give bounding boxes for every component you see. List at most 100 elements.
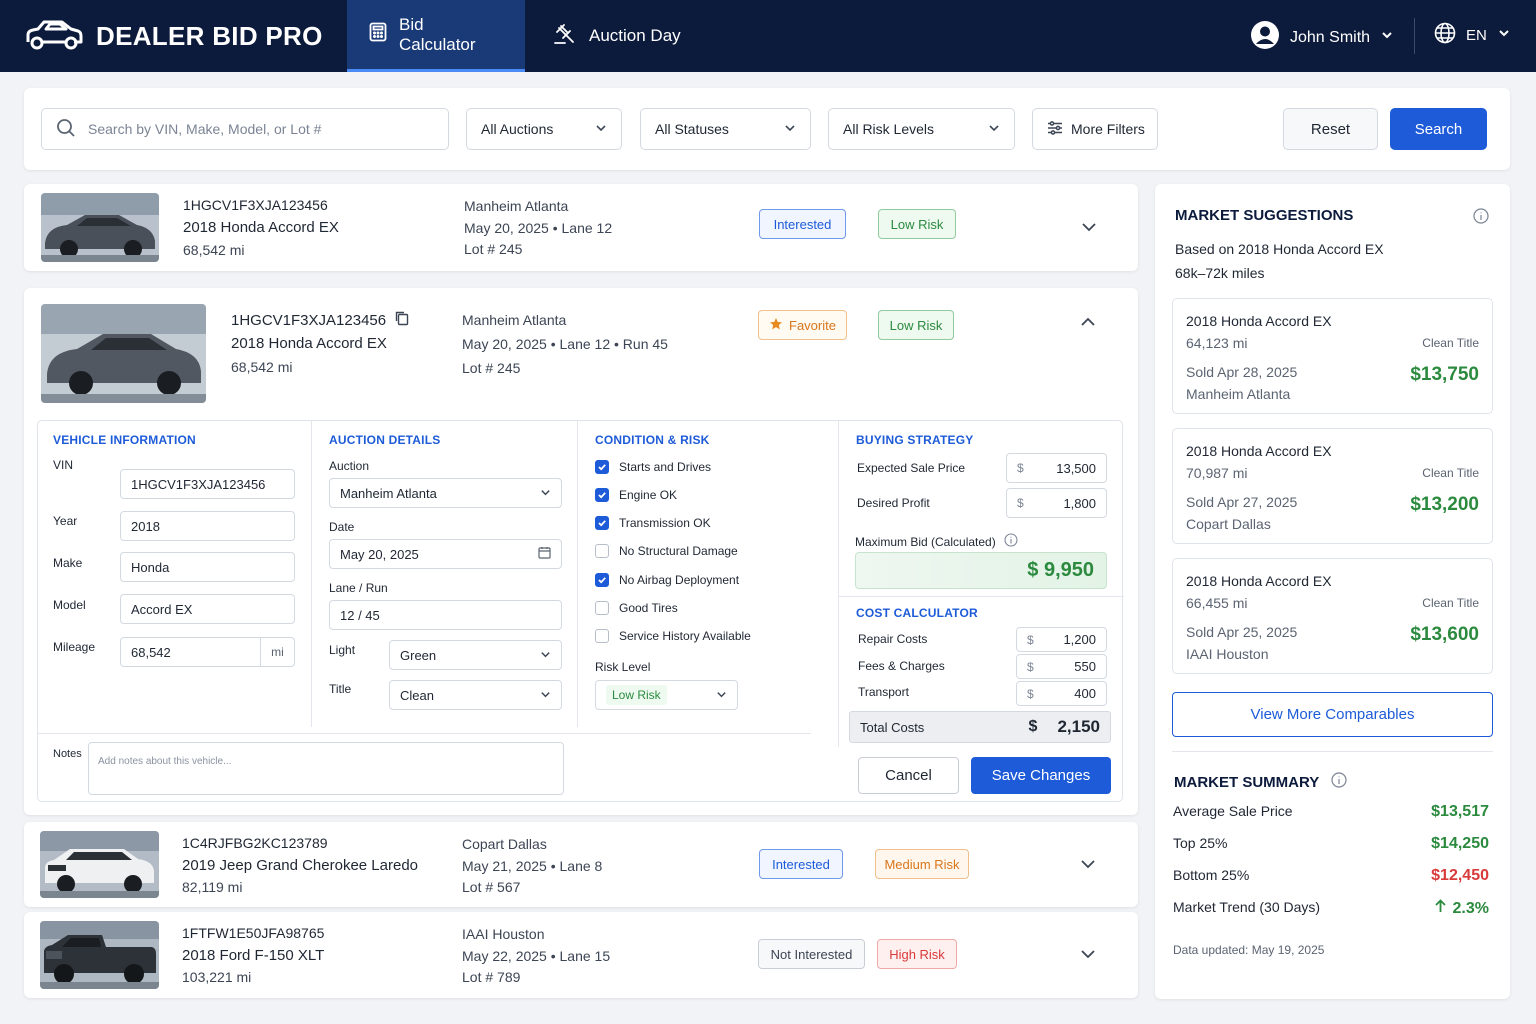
search-button[interactable]: Search: [1390, 108, 1487, 150]
globe-icon: [1434, 22, 1456, 48]
notes-textarea[interactable]: Add notes about this vehicle...: [88, 742, 564, 795]
more-filters-button[interactable]: More Filters: [1032, 108, 1158, 150]
vehicle-mileage: 68,542 mi: [231, 359, 293, 375]
currency-symbol: $: [1028, 718, 1038, 735]
checkbox-checked[interactable]: [595, 516, 609, 530]
comparable-location: Manheim Atlanta: [1186, 386, 1291, 402]
vin-field[interactable]: 1HGCV1F3XJA123456: [120, 469, 295, 499]
checkbox-unchecked[interactable]: [595, 544, 609, 558]
copy-icon[interactable]: [394, 310, 410, 330]
checkbox-label: Transmission OK: [619, 516, 711, 530]
summary-label: Bottom 25%: [1173, 867, 1250, 883]
collapse-chevron-icon[interactable]: [1079, 313, 1097, 331]
title-select[interactable]: Clean: [389, 680, 562, 710]
row-divider: [839, 596, 1124, 597]
auction-info: Copart Dallas May 21, 2025 • Lane 8 Lot …: [462, 834, 602, 899]
lane-run-label: Lane / Run: [329, 581, 388, 595]
cancel-button[interactable]: Cancel: [858, 757, 959, 794]
comparable-card[interactable]: 2018 Honda Accord EX 70,987 mi Clean Tit…: [1172, 428, 1493, 544]
info-icon[interactable]: [1473, 208, 1489, 227]
vehicle-card[interactable]: 1FTFW1E50JFA98765 2018 Ford F-150 XLT 10…: [24, 912, 1138, 998]
transport-label: Transport: [858, 685, 909, 699]
light-select[interactable]: Green: [389, 640, 562, 670]
expand-chevron-icon[interactable]: [1079, 945, 1097, 963]
market-summary-heading: MARKET SUMMARY: [1174, 773, 1320, 791]
vehicle-photo: [41, 193, 159, 262]
comparable-card[interactable]: 2018 Honda Accord EX 64,123 mi Clean Tit…: [1172, 298, 1493, 414]
auctions-dropdown[interactable]: All Auctions: [466, 108, 622, 150]
year-field[interactable]: 2018: [120, 511, 295, 541]
fees-input[interactable]: $ 550: [1016, 654, 1107, 679]
checkbox-unchecked[interactable]: [595, 629, 609, 643]
reset-button[interactable]: Reset: [1283, 108, 1378, 150]
mileage-value: 68,542: [131, 644, 171, 660]
comparable-title: 2018 Honda Accord EX: [1186, 573, 1332, 589]
vehicle-mileage: 82,119 mi: [182, 879, 243, 895]
lane-run-field[interactable]: 12 / 45: [329, 600, 562, 630]
comparable-title-status: Clean Title: [1422, 466, 1479, 480]
save-changes-button[interactable]: Save Changes: [971, 757, 1111, 794]
expand-chevron-icon[interactable]: [1080, 218, 1098, 236]
condition-checkbox-row[interactable]: Service History Available: [595, 629, 751, 643]
section-heading: COST CALCULATOR: [856, 606, 978, 620]
summary-row: Bottom 25% $12,450: [1173, 867, 1489, 885]
user-menu[interactable]: John Smith: [1250, 20, 1394, 55]
condition-checkbox-row[interactable]: Engine OK: [595, 488, 677, 502]
tab-bid-calculator[interactable]: Bid Calculator: [347, 0, 525, 72]
condition-checkbox-row[interactable]: No Structural Damage: [595, 544, 738, 558]
comparable-price: $13,600: [1410, 624, 1479, 645]
comparable-card[interactable]: 2018 Honda Accord EX 66,455 mi Clean Tit…: [1172, 558, 1493, 674]
expand-chevron-icon[interactable]: [1079, 855, 1097, 873]
view-more-comparables-button[interactable]: View More Comparables: [1172, 692, 1493, 737]
miles-range-text: 68k–72k miles: [1175, 265, 1265, 281]
desired-profit-label: Desired Profit: [857, 496, 930, 510]
summary-value: $12,450: [1431, 867, 1489, 884]
tab-auction-day[interactable]: Auction Day: [531, 0, 703, 72]
comparable-title-status: Clean Title: [1422, 596, 1479, 610]
section-heading: AUCTION DETAILS: [329, 433, 441, 447]
calculator-icon: [369, 22, 387, 47]
dropdown-value: All Auctions: [481, 121, 554, 137]
make-label: Make: [53, 556, 83, 570]
auction-select[interactable]: Manheim Atlanta: [329, 478, 562, 508]
notes-label: Notes: [53, 748, 82, 760]
condition-checkbox-row[interactable]: No Airbag Deployment: [595, 573, 739, 587]
mileage-field[interactable]: 68,542 mi: [120, 637, 295, 667]
search-placeholder: Search by VIN, Make, Model, or Lot #: [88, 121, 322, 137]
user-avatar-icon: [1250, 20, 1280, 55]
auction-label: Auction: [329, 459, 370, 473]
favorite-badge[interactable]: Favorite: [758, 310, 847, 340]
make-field[interactable]: Honda: [120, 552, 295, 582]
vehicle-card[interactable]: 1C4RJFBG2KC123789 2019 Jeep Grand Cherok…: [24, 822, 1138, 907]
status-badge[interactable]: Interested: [759, 209, 846, 239]
status-badge[interactable]: Interested: [759, 849, 843, 879]
info-icon[interactable]: [1331, 772, 1347, 792]
repair-costs-input[interactable]: $ 1,200: [1016, 627, 1107, 652]
statuses-dropdown[interactable]: All Statuses: [640, 108, 811, 150]
chevron-down-icon: [540, 486, 551, 501]
comparable-price: $13,750: [1410, 364, 1479, 385]
condition-checkbox-row[interactable]: Starts and Drives: [595, 460, 711, 474]
vehicle-card[interactable]: 1HGCV1F3XJA123456 2018 Honda Accord EX 6…: [24, 184, 1138, 271]
desired-profit-input[interactable]: $ 1,800: [1006, 488, 1107, 518]
checkbox-checked[interactable]: [595, 460, 609, 474]
expected-sale-input[interactable]: $ 13,500: [1006, 453, 1107, 483]
checkbox-unchecked[interactable]: [595, 601, 609, 615]
checkbox-checked[interactable]: [595, 573, 609, 587]
vehicle-vin: 1FTFW1E50JFA98765: [182, 925, 325, 941]
model-field[interactable]: Accord EX: [120, 594, 295, 624]
info-icon[interactable]: [1004, 533, 1018, 550]
condition-checkbox-row[interactable]: Transmission OK: [595, 516, 711, 530]
condition-checkbox-row[interactable]: Good Tires: [595, 601, 678, 615]
language-selector[interactable]: EN: [1434, 22, 1511, 48]
date-picker[interactable]: May 20, 2025: [329, 539, 562, 569]
brand[interactable]: DEALER BID PRO: [24, 18, 323, 55]
max-bid-value: $ 9,950: [855, 552, 1107, 589]
risk-level-select[interactable]: Low Risk: [595, 680, 738, 710]
status-badge[interactable]: Not Interested: [758, 939, 865, 969]
checkbox-checked[interactable]: [595, 488, 609, 502]
date-value: May 20, 2025: [340, 546, 419, 562]
transport-input[interactable]: $ 400: [1016, 681, 1107, 706]
search-input[interactable]: Search by VIN, Make, Model, or Lot #: [41, 108, 449, 150]
risk-levels-dropdown[interactable]: All Risk Levels: [828, 108, 1015, 150]
